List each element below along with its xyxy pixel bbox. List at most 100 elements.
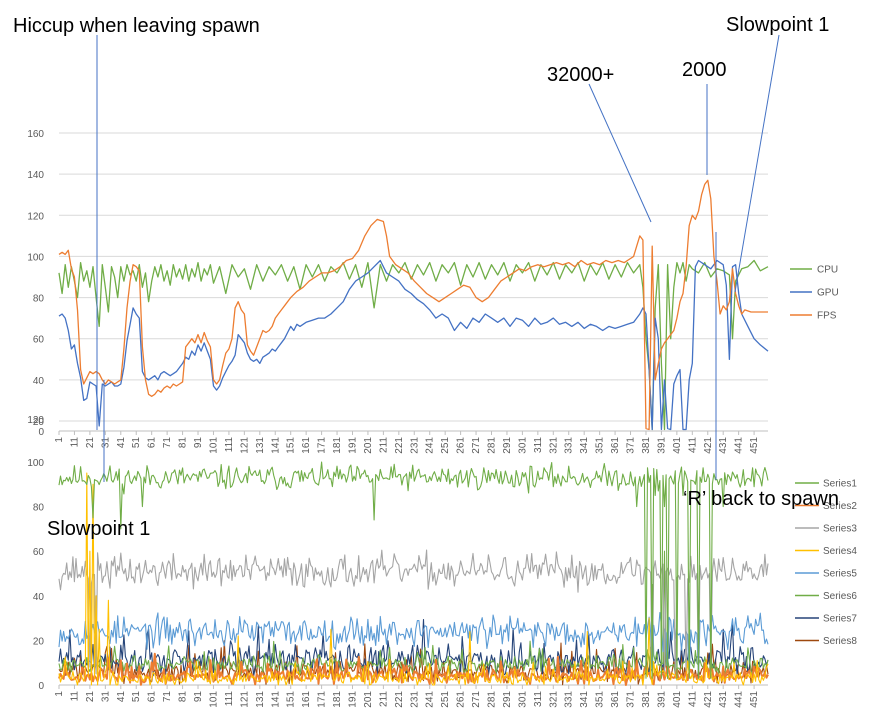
bottom-x-tick-label-281: 281: [487, 691, 498, 708]
bottom-legend-label-series8: Series8: [823, 636, 857, 647]
top-x-tick-label-161: 161: [301, 437, 312, 454]
top-x-tick-label-221: 221: [394, 437, 405, 454]
top-x-tick-label-11: 11: [69, 437, 80, 448]
top-x-tick-label-51: 51: [131, 437, 142, 449]
top-x-tick-label-321: 321: [548, 437, 559, 454]
bottom-x-tick-label-81: 81: [178, 691, 189, 703]
bottom-series-line-series2: [58, 652, 769, 686]
bottom-chart-series: [58, 461, 769, 686]
bottom-x-tick-label-71: 71: [162, 691, 173, 703]
bottom-legend-label-series6: Series6: [823, 591, 857, 602]
top-x-tick-label-31: 31: [100, 437, 111, 449]
bottom-x-tick-label-101: 101: [208, 691, 219, 708]
top-x-tick-label-361: 361: [610, 437, 621, 454]
bottom-x-tick-label-91: 91: [193, 691, 204, 703]
bottom-x-tick-label-131: 131: [255, 691, 266, 708]
top-x-tick-label-271: 271: [471, 437, 482, 454]
top-x-tick-label-421: 421: [703, 437, 714, 454]
top-x-tick-label-241: 241: [425, 437, 436, 454]
bottom-x-tick-label-291: 291: [502, 691, 513, 708]
annotation-slowpoint-top: Slowpoint 1: [726, 14, 829, 36]
bottom-x-tick-label-261: 261: [456, 691, 467, 708]
top-x-tick-label-131: 131: [255, 437, 266, 454]
top-x-tick-label-261: 261: [456, 437, 467, 454]
top-x-tick-label-21: 21: [85, 437, 96, 449]
bottom-y-tick-label-20: 20: [33, 636, 45, 647]
bottom-series-line-series4: [58, 472, 769, 686]
top-y-tick-label-20: 20: [33, 417, 45, 428]
top-x-tick-label-211: 211: [378, 437, 389, 453]
top-x-tick-label-311: 311: [533, 437, 544, 453]
top-x-tick-label-1: 1: [54, 437, 65, 443]
top-x-tick-label-411: 411: [687, 437, 698, 453]
bottom-legend-label-series5: Series5: [823, 569, 857, 580]
top-series-line-cpu: [58, 259, 769, 431]
top-x-tick-label-251: 251: [440, 437, 451, 454]
top-y-tick-label-120-minor: 120: [27, 415, 44, 426]
bottom-chart-y-axis: 0 20 40 60 80 100: [27, 458, 768, 692]
annotation-slowpoint-bottom: Slowpoint 1: [47, 518, 150, 540]
bottom-x-tick-label-21: 21: [85, 691, 96, 703]
bottom-x-tick-label-111: 111: [224, 691, 235, 707]
top-x-tick-label-381: 381: [641, 437, 652, 454]
top-x-tick-label-201: 201: [363, 437, 374, 454]
bottom-x-tick-label-431: 431: [718, 691, 729, 708]
bottom-x-tick-label-51: 51: [131, 691, 142, 703]
bottom-x-tick-label-251: 251: [440, 691, 451, 708]
bottom-x-tick-label-371: 371: [626, 691, 637, 708]
bottom-x-tick-label-301: 301: [517, 691, 528, 708]
bottom-x-tick-label-421: 421: [703, 691, 714, 708]
top-chart-y-axis: 020 40 60 80 100 120 140 160 120: [27, 129, 44, 438]
bottom-x-tick-label-441: 441: [734, 691, 745, 708]
bottom-legend-label-series3: Series3: [823, 524, 857, 535]
top-y-tick-label-40: 40: [33, 376, 45, 387]
bottom-x-tick-label-221: 221: [394, 691, 405, 708]
bottom-x-tick-label-141: 141: [270, 691, 281, 708]
bottom-x-tick-label-121: 121: [239, 691, 250, 708]
top-x-tick-label-91: 91: [193, 437, 204, 449]
annotations: Hiccup when leaving spawn Slowpoint 1 32…: [13, 14, 839, 540]
bottom-x-tick-label-361: 361: [610, 691, 621, 708]
top-x-tick-label-281: 281: [487, 437, 498, 454]
bottom-y-tick-label-0: 0: [38, 681, 44, 692]
slowpoint-top-callout-line: [734, 34, 780, 293]
bottom-legend-label-series4: Series4: [823, 546, 857, 557]
top-x-tick-label-301: 301: [517, 437, 528, 454]
top-y-tick-label-120: 120: [27, 211, 44, 222]
bottom-chart-x-axis: 1 11 21 31 41 51 61 71 81 91 101 111 121 131 141 151 161…: [54, 685, 760, 708]
top-x-tick-label-331: 331: [564, 437, 575, 454]
top-series-line-fps: [58, 179, 768, 431]
bottom-x-tick-label-321: 321: [548, 691, 559, 708]
top-x-tick-label-71: 71: [162, 437, 173, 449]
top-x-tick-label-111: 111: [224, 437, 235, 453]
bottom-legend-label-series2: Series2: [823, 501, 857, 512]
bottom-x-tick-label-341: 341: [579, 691, 590, 708]
bottom-x-tick-label-31: 31: [100, 691, 111, 703]
bottom-x-tick-label-351: 351: [595, 691, 606, 708]
top-x-tick-label-341: 341: [579, 437, 590, 454]
top-x-tick-label-451: 451: [749, 437, 760, 454]
bottom-x-tick-label-271: 271: [471, 691, 482, 708]
annotation-hiccup: Hiccup when leaving spawn: [13, 15, 260, 37]
top-x-tick-label-121: 121: [239, 437, 250, 454]
top-x-tick-label-101: 101: [208, 437, 219, 454]
top-chart-gridlines: [59, 132, 768, 432]
top-x-tick-label-351: 351: [595, 437, 606, 454]
top-y-tick-label-100: 100: [27, 252, 44, 263]
bottom-x-tick-label-201: 201: [363, 691, 374, 708]
top-x-tick-label-181: 181: [332, 437, 343, 454]
bottom-series-line-series3: [58, 549, 769, 682]
annotation-back-to-spawn: ‘R’ back to spawn: [683, 488, 839, 510]
top-x-tick-label-141: 141: [270, 437, 281, 454]
top-x-tick-label-371: 371: [626, 437, 637, 454]
top-y-tick-label-80: 80: [33, 294, 45, 305]
bottom-x-tick-label-451: 451: [749, 691, 760, 708]
bottom-y-tick-label-40: 40: [33, 592, 45, 603]
top-x-tick-label-41: 41: [116, 437, 127, 449]
bottom-x-tick-label-181: 181: [332, 691, 343, 708]
top-chart-legend: CPU GPU FPS: [790, 265, 839, 322]
bottom-y-tick-label-60: 60: [33, 547, 45, 558]
top-series-line-gpu: [58, 259, 769, 431]
